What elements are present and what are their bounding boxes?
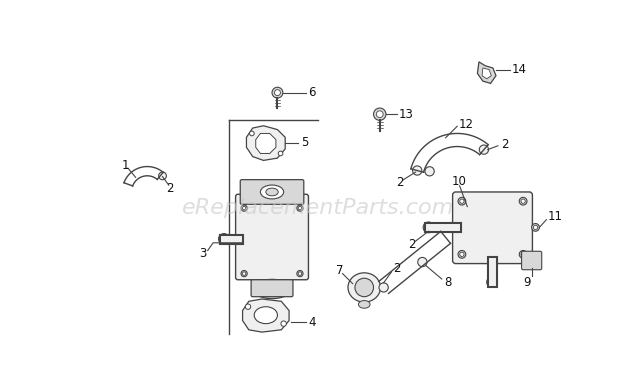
Ellipse shape	[254, 307, 278, 324]
FancyBboxPatch shape	[521, 251, 542, 270]
Text: 2: 2	[501, 138, 508, 151]
Ellipse shape	[260, 185, 283, 199]
Circle shape	[297, 271, 303, 277]
Circle shape	[218, 233, 229, 244]
Text: 13: 13	[399, 108, 413, 121]
Circle shape	[242, 206, 246, 210]
Circle shape	[242, 272, 246, 275]
Circle shape	[241, 271, 247, 277]
Ellipse shape	[266, 188, 278, 196]
Text: 14: 14	[512, 63, 526, 76]
Circle shape	[298, 206, 301, 210]
Text: 6: 6	[309, 86, 316, 99]
Text: 1: 1	[122, 159, 130, 172]
Circle shape	[249, 131, 254, 136]
Text: 2: 2	[167, 182, 174, 195]
FancyBboxPatch shape	[251, 280, 293, 297]
Circle shape	[159, 172, 166, 180]
Circle shape	[272, 87, 283, 98]
Circle shape	[412, 166, 422, 175]
Text: 12: 12	[459, 118, 474, 131]
Circle shape	[373, 108, 386, 120]
Circle shape	[521, 199, 525, 203]
Ellipse shape	[348, 273, 381, 302]
Circle shape	[246, 304, 250, 309]
FancyBboxPatch shape	[236, 194, 309, 280]
Circle shape	[281, 321, 286, 326]
Text: 2: 2	[393, 262, 401, 275]
Ellipse shape	[253, 279, 291, 299]
Polygon shape	[482, 68, 491, 79]
Text: 7: 7	[335, 264, 343, 277]
Text: 2: 2	[409, 238, 416, 251]
Circle shape	[460, 252, 464, 257]
FancyBboxPatch shape	[453, 192, 533, 264]
Polygon shape	[242, 299, 289, 332]
Circle shape	[532, 224, 539, 231]
Text: 10: 10	[451, 175, 466, 188]
Text: 2: 2	[396, 176, 404, 188]
Circle shape	[379, 283, 388, 292]
Text: 3: 3	[200, 247, 206, 260]
Circle shape	[418, 257, 427, 267]
Text: 8: 8	[444, 276, 451, 289]
Polygon shape	[255, 134, 276, 154]
Circle shape	[275, 90, 280, 96]
Circle shape	[355, 278, 373, 297]
Text: 9: 9	[523, 276, 531, 289]
Polygon shape	[247, 126, 285, 160]
Circle shape	[376, 111, 383, 118]
Circle shape	[458, 250, 466, 258]
Circle shape	[458, 197, 466, 205]
Polygon shape	[477, 62, 496, 84]
Text: 4: 4	[309, 316, 316, 329]
Text: 5: 5	[301, 136, 308, 149]
Ellipse shape	[358, 301, 370, 308]
Circle shape	[278, 151, 283, 156]
Text: eReplacementParts.com: eReplacementParts.com	[182, 198, 454, 218]
Circle shape	[520, 250, 527, 258]
Circle shape	[460, 199, 464, 203]
Circle shape	[297, 205, 303, 211]
Circle shape	[425, 167, 434, 176]
Circle shape	[423, 222, 434, 233]
Circle shape	[298, 272, 301, 275]
Circle shape	[487, 277, 497, 288]
Circle shape	[520, 197, 527, 205]
Circle shape	[521, 252, 525, 257]
Text: 11: 11	[548, 210, 563, 223]
Circle shape	[533, 225, 538, 229]
Circle shape	[479, 145, 489, 154]
FancyBboxPatch shape	[241, 180, 304, 204]
Circle shape	[241, 205, 247, 211]
